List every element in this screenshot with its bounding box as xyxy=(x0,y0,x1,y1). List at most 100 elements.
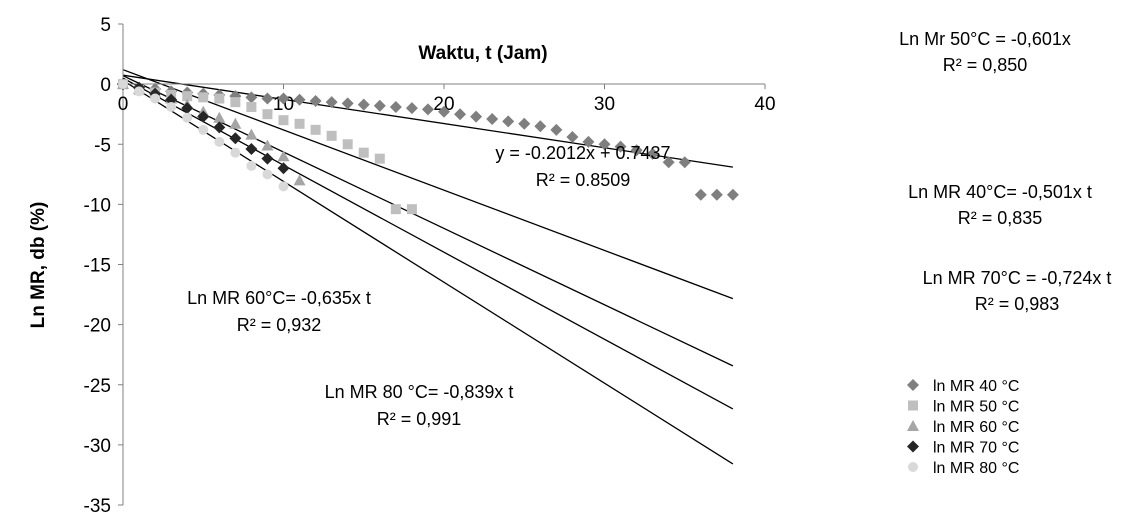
r-squared-label-60c: R² = 0,932 xyxy=(237,315,322,335)
y-tick-label: -30 xyxy=(84,436,111,457)
data-point-ln_mr_40 xyxy=(389,100,402,113)
equation-label-fit: y = -0.2012x + 0.7437 xyxy=(495,143,670,163)
y-tick-label: -20 xyxy=(84,316,111,337)
trendline-layer xyxy=(122,69,734,465)
data-point-ln_mr_70 xyxy=(165,93,178,106)
point-layer xyxy=(117,78,739,215)
data-point-ln_mr_40 xyxy=(710,188,723,201)
data-point-ln_mr_60 xyxy=(261,139,274,151)
data-point-ln_mr_80 xyxy=(166,101,177,112)
data-point-ln_mr_40 xyxy=(373,99,386,112)
data-point-ln_mr_50 xyxy=(182,91,193,102)
data-point-ln_mr_40 xyxy=(357,98,370,111)
data-point-ln_mr_80 xyxy=(150,93,161,104)
legend-label-ln_mr_60: ln MR 60 °C xyxy=(933,419,1019,436)
data-point-ln_mr_80 xyxy=(214,136,225,147)
trendline-3 xyxy=(122,77,734,410)
data-point-ln_mr_40 xyxy=(502,115,515,128)
data-point-ln_mr_80 xyxy=(134,86,145,97)
annotation-layer: Ln Mr 50°C = -0,601x R² = 0,850 y = -0.2… xyxy=(187,29,1111,429)
data-point-ln_mr_40 xyxy=(438,105,450,118)
legend-marker-ln_mr_70 xyxy=(907,440,919,453)
data-point-ln_mr_50 xyxy=(262,109,273,120)
data-point-ln_mr_80 xyxy=(182,112,193,123)
y-tick-label: -25 xyxy=(84,376,111,397)
data-point-ln_mr_40 xyxy=(726,188,739,201)
legend-label-ln_mr_40: ln MR 40 °C xyxy=(933,378,1019,395)
equation-label-60c: Ln MR 60°C= -0,635x t xyxy=(187,288,371,308)
data-point-ln_mr_60 xyxy=(245,128,258,140)
legend-marker-ln_mr_80 xyxy=(908,462,918,472)
equation-label-80c: Ln MR 80 °C= -0,839x t xyxy=(325,382,514,402)
data-point-ln_mr_50 xyxy=(310,124,321,135)
data-point-ln_mr_40 xyxy=(454,108,467,121)
data-point-ln_mr_40 xyxy=(694,188,707,201)
x-tick-label: 20 xyxy=(433,94,454,115)
data-point-ln_mr_40 xyxy=(614,140,627,153)
y-tick-label: -35 xyxy=(84,496,111,517)
data-point-ln_mr_80 xyxy=(230,147,241,158)
y-tick-label: 5 xyxy=(100,15,111,36)
x-axis-title: Waktu, t (Jam) xyxy=(418,43,547,64)
data-point-ln_mr_50 xyxy=(294,118,305,129)
r-squared-label-fit: R² = 0.8509 xyxy=(536,170,631,190)
trendline-2 xyxy=(122,75,734,367)
data-point-ln_mr_60 xyxy=(229,117,242,129)
data-point-ln_mr_40 xyxy=(550,123,563,136)
legend: ln MR 40 °C ln MR 50 °C ln MR 60 °C ln MR 7… xyxy=(907,378,1019,477)
data-point-ln_mr_40 xyxy=(421,103,434,116)
data-point-ln_mr_40 xyxy=(598,138,611,151)
data-point-ln_mr_40 xyxy=(325,96,338,109)
x-tick-label: 10 xyxy=(273,94,294,115)
data-point-ln_mr_50 xyxy=(406,204,417,215)
data-point-ln_mr_40 xyxy=(486,112,499,125)
data-point-ln_mr_40 xyxy=(630,144,643,157)
y-axis-title: Ln MR, db (%) xyxy=(28,202,49,329)
y-tick-label: -10 xyxy=(84,195,111,216)
trendline-1 xyxy=(122,69,734,300)
data-point-ln_mr_40 xyxy=(534,120,547,133)
equation-label-70c: Ln MR 70°C = -0,724x t xyxy=(923,268,1112,288)
y-tick-label: -15 xyxy=(84,256,111,277)
data-point-ln_mr_40 xyxy=(582,135,595,148)
r-squared-label-40c: R² = 0,835 xyxy=(958,208,1043,228)
data-point-ln_mr_40 xyxy=(662,156,675,169)
legend-label-ln_mr_50: ln MR 50 °C xyxy=(933,399,1019,416)
data-point-ln_mr_50 xyxy=(342,139,353,150)
data-point-ln_mr_70 xyxy=(213,121,226,134)
trendline-0 xyxy=(122,74,733,168)
r-squared-label-50c: R² = 0,850 xyxy=(943,55,1028,75)
data-point-ln_mr_50 xyxy=(230,97,241,108)
legend-marker-ln_mr_40 xyxy=(907,379,919,391)
data-point-ln_mr_40 xyxy=(309,94,322,107)
equation-label-40c: Ln MR 40°C= -0,501x t xyxy=(908,182,1092,202)
x-tick-label: 40 xyxy=(754,94,775,115)
legend-label-ln_mr_80: ln MR 80 °C xyxy=(933,460,1019,477)
data-point-ln_mr_50 xyxy=(198,92,209,103)
data-point-ln_mr_50 xyxy=(278,115,289,126)
data-point-ln_mr_40 xyxy=(470,110,483,123)
r-squared-label-70c: R² = 0,983 xyxy=(975,294,1060,314)
data-point-ln_mr_40 xyxy=(245,91,258,104)
y-tick-label: 0 xyxy=(100,75,111,96)
data-point-ln_mr_70 xyxy=(245,143,258,156)
data-point-ln_mr_50 xyxy=(358,147,369,158)
r-squared-label-80c: R² = 0,991 xyxy=(377,409,462,429)
data-point-ln_mr_70 xyxy=(197,110,210,123)
data-point-ln_mr_50 xyxy=(374,153,385,164)
data-point-ln_mr_80 xyxy=(198,124,209,135)
legend-marker-ln_mr_60 xyxy=(907,420,919,431)
data-point-ln_mr_50 xyxy=(246,101,257,112)
data-point-ln_mr_60 xyxy=(213,111,226,123)
equation-label-50c: Ln Mr 50°C = -0,601x xyxy=(899,29,1071,49)
data-point-ln_mr_40 xyxy=(341,97,354,110)
x-tick-label: 0 xyxy=(118,94,129,115)
trendline-4 xyxy=(122,79,734,465)
data-point-ln_mr_40 xyxy=(678,156,691,169)
data-point-ln_mr_50 xyxy=(214,93,225,104)
data-point-ln_mr_50 xyxy=(326,130,337,141)
data-point-ln_mr_60 xyxy=(277,150,290,162)
legend-marker-ln_mr_50 xyxy=(908,400,918,411)
data-point-ln_mr_80 xyxy=(118,79,128,90)
